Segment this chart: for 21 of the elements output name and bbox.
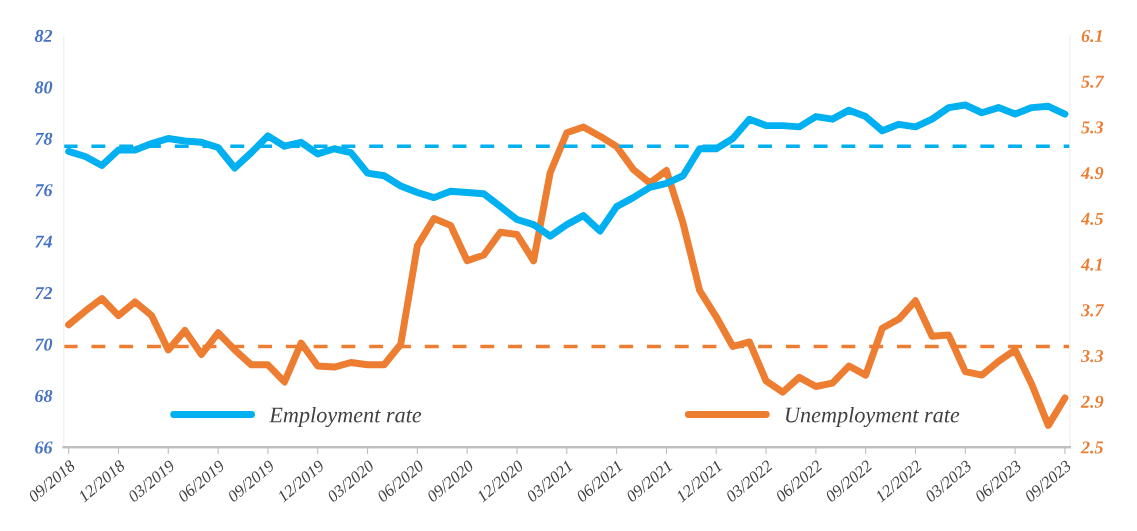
legend-label: Employment rate <box>269 406 422 428</box>
legend-label: Unemployment rate <box>786 406 960 428</box>
y2-tick-label: 2.5 <box>1080 441 1104 454</box>
y2-tick-label: 4.9 <box>1080 167 1104 180</box>
y-tick-label: 70 <box>35 338 53 351</box>
y2-tick-label: 3.3 <box>1080 349 1104 363</box>
y2-tick-label: 4.1 <box>1080 258 1102 271</box>
y-tick-label: 72 <box>35 287 53 300</box>
y-tick-label: 76 <box>35 184 53 197</box>
y-tick-label: 68 <box>35 389 53 403</box>
y2-tick-label: 2.9 <box>1080 395 1104 408</box>
y-tick-label: 82 <box>34 29 53 43</box>
y2-tick-label: 5.7 <box>1081 75 1105 88</box>
y-tick-label: 78 <box>35 132 53 145</box>
y2-tick-label: 4.5 <box>1080 212 1104 225</box>
y-tick-label: 74 <box>35 235 53 248</box>
y-tick-label: 80 <box>34 81 53 94</box>
y2-tick-label: 3.7 <box>1080 304 1105 317</box>
y-tick-label: 66 <box>35 441 53 454</box>
y2-tick-label: 5.3 <box>1081 121 1104 134</box>
y2-tick-label: 6.1 <box>1081 29 1102 43</box>
